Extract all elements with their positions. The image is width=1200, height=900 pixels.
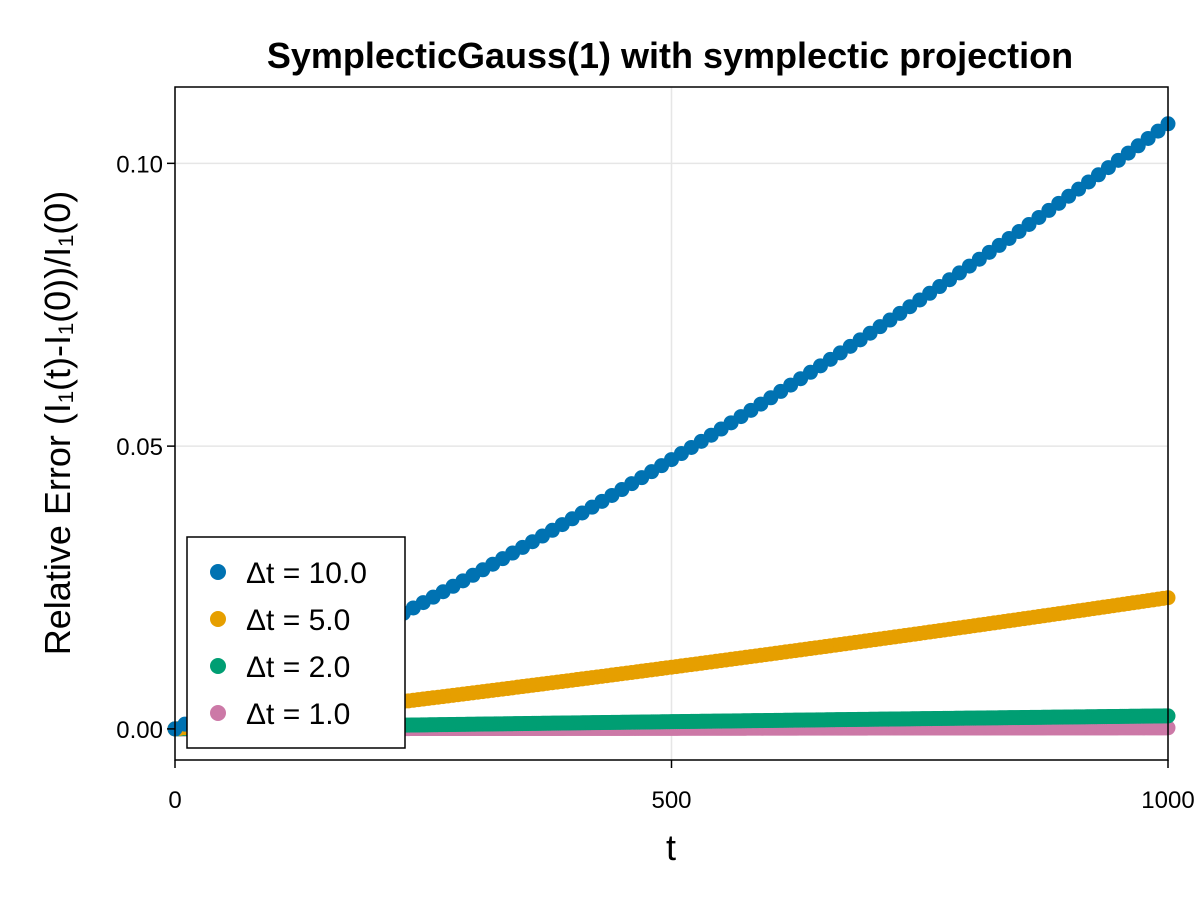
legend-marker bbox=[210, 611, 226, 627]
legend-label: Δt = 1.0 bbox=[246, 698, 350, 731]
legend-marker bbox=[210, 564, 226, 580]
x-axis-label: t bbox=[666, 827, 676, 868]
chart-title: SymplecticGauss(1) with symplectic proje… bbox=[267, 35, 1073, 76]
legend-marker bbox=[210, 658, 226, 674]
x-tick-label: 1000 bbox=[1141, 787, 1194, 814]
axis-ticks: 0 500 1000 0.00 0.05 0.10 bbox=[116, 151, 1194, 814]
y-tick-label: 0.00 bbox=[116, 717, 163, 744]
legend-marker bbox=[210, 705, 226, 721]
x-tick-label: 500 bbox=[651, 787, 691, 814]
x-tick-label: 0 bbox=[168, 787, 181, 814]
y-axis-label: Relative Error (I₁(t)-I₁(0))/I₁(0) bbox=[37, 191, 78, 655]
legend-label: Δt = 5.0 bbox=[246, 604, 350, 637]
y-tick-label: 0.05 bbox=[116, 434, 163, 461]
legend: Δt = 10.0 Δt = 5.0 Δt = 2.0 Δt = 1.0 bbox=[186, 536, 406, 749]
y-tick-label: 0.10 bbox=[116, 151, 163, 178]
legend-label: Δt = 2.0 bbox=[246, 651, 350, 684]
legend-label: Δt = 10.0 bbox=[246, 557, 367, 590]
